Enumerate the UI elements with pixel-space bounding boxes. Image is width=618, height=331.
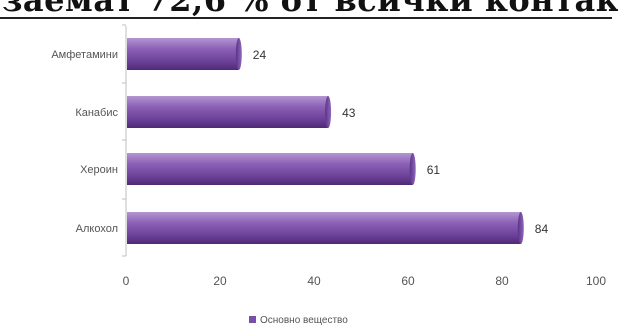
bar-end-cap bbox=[517, 212, 524, 244]
page-heading: заемат 72,6 % от всички контакти. bbox=[0, 0, 618, 18]
value-labels: 24 43 61 84 bbox=[253, 48, 549, 236]
category-label: Канабис bbox=[75, 107, 118, 119]
bar bbox=[127, 212, 521, 244]
x-tick-label: 40 bbox=[307, 274, 321, 288]
x-tick-label: 100 bbox=[586, 274, 606, 288]
category-labels: Амфетамини Канабис Хероин Алкохол bbox=[51, 49, 118, 235]
data-label: 24 bbox=[253, 48, 267, 62]
legend-label: Основно вещество bbox=[260, 315, 348, 326]
x-tick-label: 0 bbox=[123, 274, 130, 288]
heading-underline bbox=[0, 17, 612, 19]
x-tick-label: 60 bbox=[401, 274, 415, 288]
chart-bars bbox=[127, 38, 524, 244]
x-tick-label: 80 bbox=[495, 274, 509, 288]
data-label: 84 bbox=[535, 222, 549, 236]
category-label: Хероин bbox=[80, 164, 118, 176]
data-label: 43 bbox=[342, 106, 356, 120]
chart-axes bbox=[122, 24, 127, 257]
category-label: Алкохол bbox=[76, 223, 118, 235]
bar bbox=[127, 153, 413, 185]
x-tick-label: 20 bbox=[213, 274, 227, 288]
bar-end-cap bbox=[409, 153, 416, 185]
bar-end-cap bbox=[325, 96, 332, 128]
category-label: Амфетамини bbox=[51, 49, 118, 61]
legend-swatch bbox=[249, 316, 256, 323]
data-label: 61 bbox=[427, 163, 441, 177]
legend: Основно вещество bbox=[249, 315, 348, 326]
bar-end-cap bbox=[235, 38, 242, 70]
x-tick-labels: 0 20 40 60 80 100 bbox=[123, 274, 607, 288]
bar bbox=[127, 96, 329, 128]
bar bbox=[127, 38, 239, 70]
